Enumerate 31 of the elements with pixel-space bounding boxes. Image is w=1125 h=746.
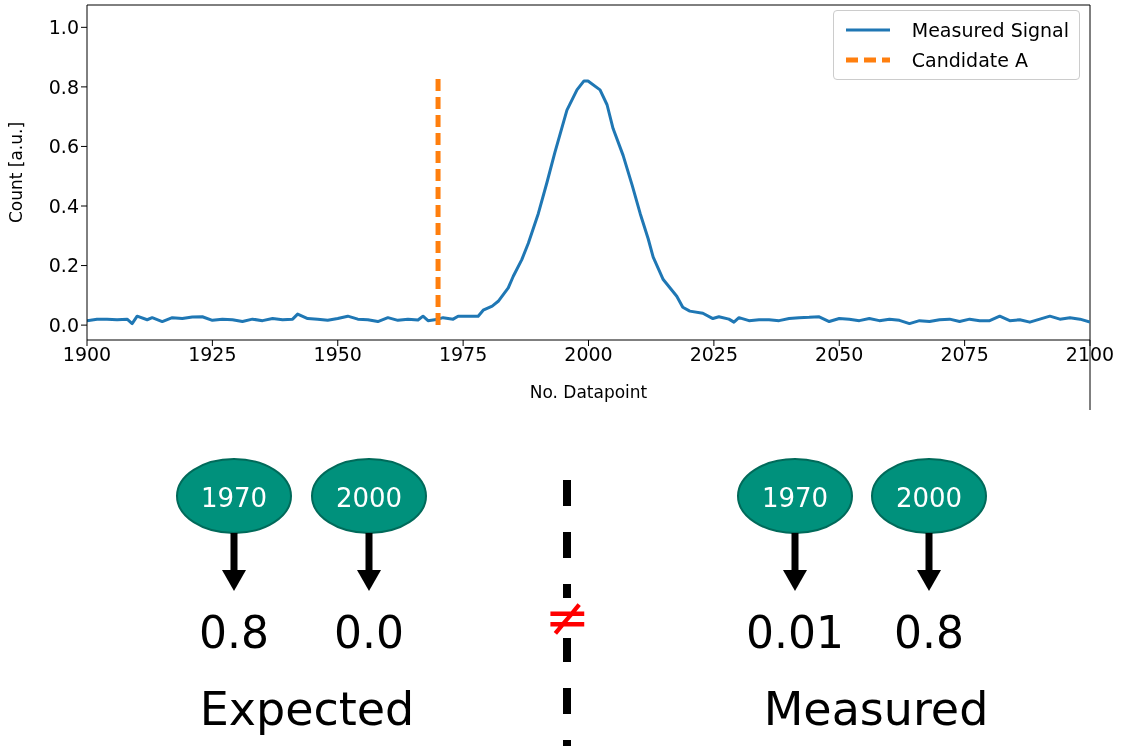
y-tick-label: 0.2 [48,254,79,277]
text: Measured [763,682,989,736]
line-series [87,79,1090,326]
legend-label: Measured Signal [911,19,1069,41]
legend-label: Candidate A [911,49,1028,71]
text: 2000 [895,483,963,513]
x-tick-label: 2100 [1065,343,1115,366]
text: 1970 [200,483,268,513]
y-tick-label: 0.6 [48,135,79,158]
text: 0.0 [334,607,404,658]
text: ≠ [544,586,590,649]
y-tick-label: 0.4 [48,194,79,217]
y-tick-label: 1.0 [48,16,79,39]
x-tick-label: 2025 [689,343,739,366]
y-tick-label: 0.8 [48,75,79,98]
x-tick-label: 2000 [564,343,613,366]
x-axis-title: No. Datapoint [529,382,648,402]
x-tick-label: 2050 [815,343,864,366]
text: 0.8 [894,607,964,658]
text: 0.8 [199,607,269,658]
x-tick-label: 1975 [438,343,488,366]
x-tick-label: 1900 [62,343,112,366]
text: 2000 [335,483,403,513]
x-tick-label: 2075 [940,343,989,366]
text: 1970 [761,483,829,513]
text: Expected [199,682,415,736]
y-axis-title: Count [a.u.] [6,121,27,224]
x-tick-label: 1925 [188,343,237,366]
x-tick-label: 1950 [313,343,362,366]
y-tick-label: 0.0 [48,313,79,336]
text: 0.01 [746,607,844,658]
